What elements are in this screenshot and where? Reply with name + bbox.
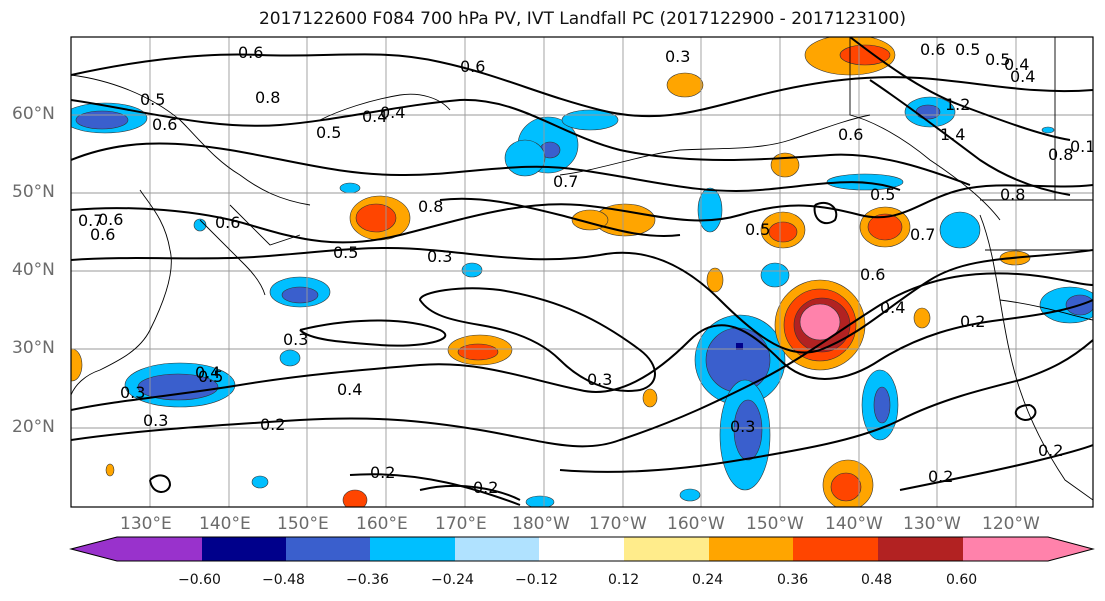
colorbar-swatch — [370, 537, 455, 561]
lon-label: 130°W — [903, 514, 961, 534]
contour-label: 0.3 — [665, 47, 690, 66]
colorbar-swatch — [624, 537, 709, 561]
contour-label: 0.5 — [955, 40, 980, 59]
lon-label: 120°W — [982, 514, 1040, 534]
contour-label: 0.6 — [238, 43, 263, 62]
contour-label: 0.6 — [838, 125, 863, 144]
contour-label: 0.4 — [337, 380, 362, 399]
lat-label: 50°N — [12, 182, 55, 202]
contour-label: 0.2 — [370, 463, 395, 482]
contour-label: 0.5 — [985, 50, 1010, 69]
contour-label: 0.7 — [78, 211, 103, 230]
contour-labels: 0.6 0.6 0.5 0.8 0.4 0.5 0.6 0.6 0.3 0.7 … — [78, 40, 1095, 497]
lon-label: 130°E — [120, 514, 172, 534]
contour-label: 0.5 — [140, 90, 165, 109]
colorbar-swatch — [286, 537, 370, 561]
colorbar-tick-label: 0.48 — [861, 572, 893, 588]
contour-label: 0.5 — [198, 367, 223, 386]
contour-label: 0.7 — [553, 172, 578, 191]
coastlines — [71, 37, 1093, 501]
contour-label: 0.2 — [928, 467, 953, 486]
contour-label: 0.4 — [1010, 67, 1035, 86]
lon-label: 160°E — [356, 514, 408, 534]
lon-label: 160°W — [667, 514, 725, 534]
colorbar-tick-label: 0.36 — [777, 572, 809, 588]
contour-label: 0.6 — [460, 57, 485, 76]
contour-label: 0.4 — [195, 363, 220, 382]
colorbar-extend-low — [71, 537, 117, 561]
colorbar-swatch — [539, 537, 624, 561]
colorbar-swatch — [878, 537, 963, 561]
pv-contours — [71, 37, 1093, 506]
colorbar-swatch — [117, 537, 202, 561]
colorbar-swatch — [709, 537, 793, 561]
colorbar — [69, 536, 1095, 562]
colorbar-tick-label: 0.12 — [608, 572, 640, 588]
contour-label: 0.2 — [1038, 441, 1063, 460]
contour-label: 0.3 — [283, 330, 308, 349]
colorbar-swatch — [963, 537, 1048, 561]
contour-label: 0.5 — [745, 220, 770, 239]
contour-label: 0.8 — [1000, 185, 1025, 204]
lon-label: 170°E — [435, 514, 487, 534]
map-title: 2017122600 F084 700 hPa PV, IVT Landfall… — [258, 9, 906, 29]
contour-label: 0.7 — [910, 225, 935, 244]
colorbar-tick-label: 0.24 — [692, 572, 724, 588]
contour-label: 0.8 — [418, 197, 443, 216]
lon-label: 180°W — [512, 514, 570, 534]
contour-label: 0.2 — [960, 312, 985, 331]
contour-label: 0.3 — [120, 383, 145, 402]
lon-label: 140°E — [199, 514, 251, 534]
lat-label: 60°N — [12, 104, 55, 124]
lat-label: 30°N — [12, 338, 55, 358]
lon-label: 150°W — [746, 514, 804, 534]
colorbar-tick-label: −0.48 — [262, 572, 305, 588]
colorbar-tick-label: −0.24 — [431, 572, 474, 588]
contour-label: 0.8 — [1048, 145, 1073, 164]
lon-label: 140°W — [825, 514, 883, 534]
colorbar-tick-label: 0.60 — [946, 572, 978, 588]
lat-label: 20°N — [12, 417, 55, 437]
contour-label: 0.6 — [98, 210, 123, 229]
contour-label: 0.6 — [920, 40, 945, 59]
lon-label: 150°E — [277, 514, 329, 534]
contour-label: 0.4 — [380, 103, 405, 122]
contour-label: 0.5 — [316, 123, 341, 142]
contour-label: 0.4 — [1004, 55, 1029, 74]
contour-label: 0.6 — [215, 213, 240, 232]
contour-label: 0.1 — [1070, 137, 1095, 156]
contour-label: 0.3 — [587, 370, 612, 389]
colorbar-tick-label: −0.36 — [346, 572, 389, 588]
colorbar-swatch — [202, 537, 286, 561]
contour-label: 0.3 — [730, 417, 755, 436]
contour-label: 0.8 — [255, 88, 280, 107]
lat-label: 40°N — [12, 260, 55, 280]
contour-label: 0.6 — [152, 115, 177, 134]
colorbar-swatch — [455, 537, 539, 561]
lon-label: 170°W — [589, 514, 647, 534]
colorbar-tick-label: −0.60 — [178, 572, 221, 588]
contour-label: 0.6 — [90, 225, 115, 244]
contour-label: 1.2 — [945, 95, 970, 114]
contour-label: 0.5 — [870, 185, 895, 204]
contour-label: 0.3 — [143, 411, 168, 430]
contour-label: 0.5 — [333, 243, 358, 262]
map-frame — [70, 36, 1094, 508]
contour-label: 0.4 — [880, 298, 905, 317]
colorbar-extend-high — [1048, 537, 1093, 561]
contour-label: 0.4 — [362, 107, 387, 126]
colorbar-tick-label: −0.12 — [515, 572, 558, 588]
shading-blobs — [71, 37, 1093, 507]
contour-label: 0.2 — [260, 415, 285, 434]
contour-label: 1.4 — [940, 125, 965, 144]
contour-label: 0.2 — [473, 478, 498, 497]
contour-label: 0.6 — [860, 265, 885, 284]
contour-label: 0.3 — [427, 247, 452, 266]
colorbar-swatch — [793, 537, 878, 561]
